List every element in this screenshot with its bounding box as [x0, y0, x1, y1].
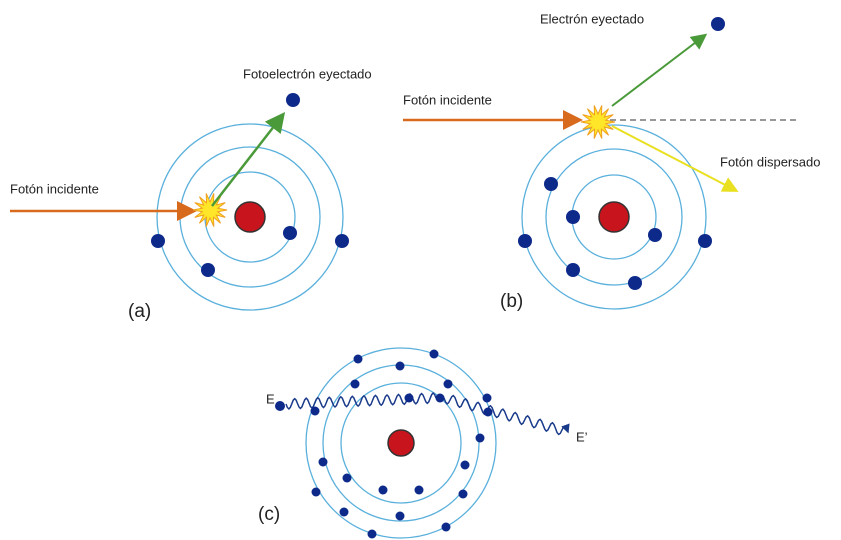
label: Electrón eyectado [540, 11, 644, 26]
electron [319, 458, 328, 467]
electron [484, 408, 493, 417]
electron [379, 486, 388, 495]
electron [444, 380, 453, 389]
panel-label: (b) [500, 291, 523, 312]
electron [343, 474, 352, 483]
atom-c [275, 348, 568, 539]
electron [436, 394, 445, 403]
electron [396, 512, 405, 521]
electron [396, 362, 405, 371]
panel-label: (a) [128, 301, 151, 322]
label: E [266, 391, 275, 406]
electron [312, 488, 321, 497]
electron [459, 490, 468, 499]
electron [476, 434, 485, 443]
atom-a [10, 93, 349, 310]
electron [368, 530, 377, 539]
panel-label: (c) [258, 504, 280, 525]
electron [415, 486, 424, 495]
electron [442, 523, 451, 532]
label: Fotón incidente [403, 92, 492, 107]
label: Fotón incidente [10, 181, 99, 196]
label: E’ [576, 429, 588, 444]
electron [340, 508, 349, 517]
electron [311, 407, 320, 416]
electron [430, 350, 439, 359]
diagram: Fotón incidente Fotoelectrón eyectado (a… [0, 0, 841, 540]
electron [354, 355, 363, 364]
electron [405, 394, 414, 403]
electron [351, 380, 360, 389]
label: Fotón dispersado [720, 154, 820, 169]
label: Fotoelectrón eyectado [243, 66, 372, 81]
electron [461, 461, 470, 470]
electron [483, 394, 492, 403]
